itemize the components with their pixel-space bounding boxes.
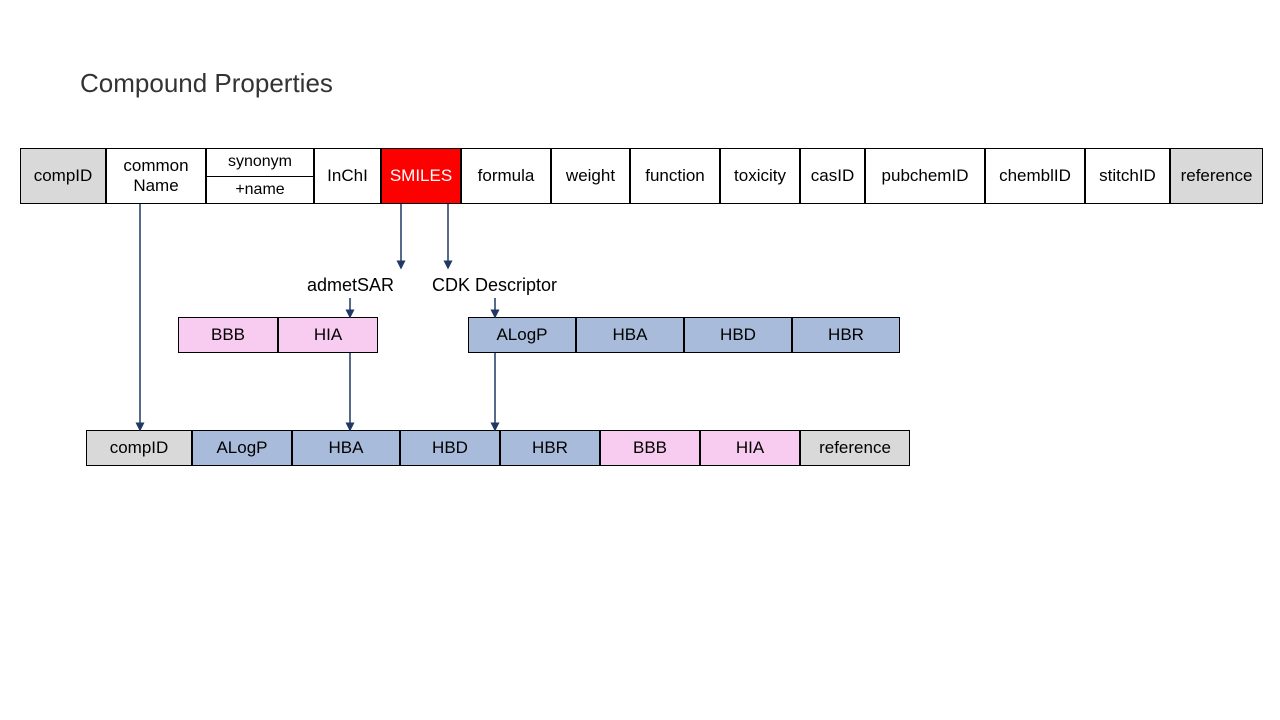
bottom-cell-2: HBA [292, 430, 400, 466]
bottom-cell-5: BBB [600, 430, 700, 466]
top-cell-pubchemID: pubchemID [865, 148, 985, 204]
top-cell-function: function [630, 148, 720, 204]
top-cell-compID: compID [20, 148, 106, 204]
arrows-svg [0, 0, 1280, 720]
top-cell-reference: reference [1170, 148, 1263, 204]
top-cell-weight: weight [551, 148, 630, 204]
top-cell-commonName: commonName [106, 148, 206, 204]
top-cell-stitchID: stitchID [1085, 148, 1170, 204]
bottom-cell-1: ALogP [192, 430, 292, 466]
blue-cell-0: ALogP [468, 317, 576, 353]
bottom-cell-0: compID [86, 430, 192, 466]
top-cell-synonym-upper: synonym [206, 148, 314, 177]
top-cell-casID: casID [800, 148, 865, 204]
pink-cell-0: BBB [178, 317, 278, 353]
top-cell-InChI: InChI [314, 148, 381, 204]
blue-cell-2: HBD [684, 317, 792, 353]
top-cell-toxicity: toxicity [720, 148, 800, 204]
pink-cell-1: HIA [278, 317, 378, 353]
top-cell-chemblID: chemblID [985, 148, 1085, 204]
blue-cell-3: HBR [792, 317, 900, 353]
bottom-cell-7: reference [800, 430, 910, 466]
label-admetsar: admetSAR [307, 275, 394, 296]
bottom-cell-6: HIA [700, 430, 800, 466]
top-cell-formula: formula [461, 148, 551, 204]
label-cdk: CDK Descriptor [432, 275, 557, 296]
blue-cell-1: HBA [576, 317, 684, 353]
bottom-cell-3: HBD [400, 430, 500, 466]
top-cell-SMILES: SMILES [381, 148, 461, 204]
top-cell-synonym-lower: +name [206, 176, 314, 205]
page-title: Compound Properties [80, 68, 333, 99]
bottom-cell-4: HBR [500, 430, 600, 466]
